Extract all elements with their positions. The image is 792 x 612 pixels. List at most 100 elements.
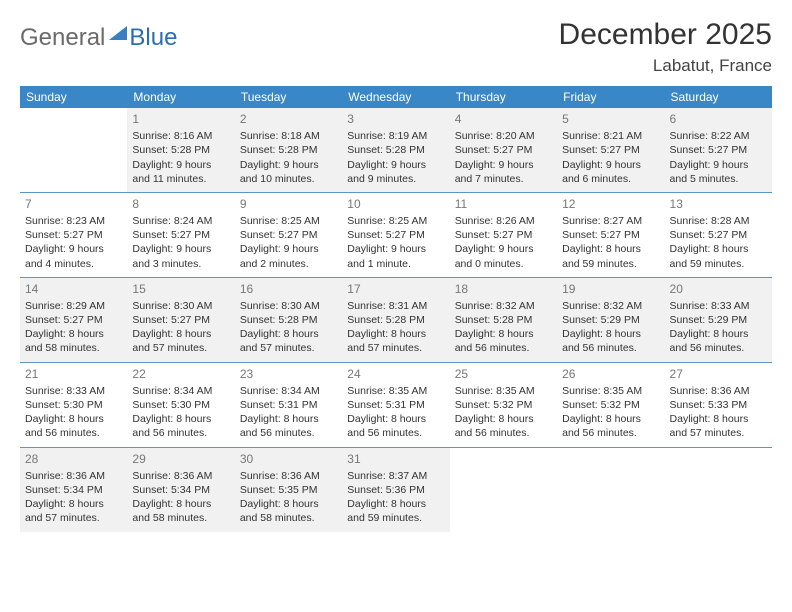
day-info-line: Daylight: 8 hours xyxy=(132,327,229,341)
day-number: 18 xyxy=(455,281,552,297)
day-info-line: Daylight: 8 hours xyxy=(25,497,122,511)
day-info-line: Sunrise: 8:32 AM xyxy=(455,299,552,313)
day-number: 23 xyxy=(240,366,337,382)
day-number: 4 xyxy=(455,111,552,127)
day-cell: 27Sunrise: 8:36 AMSunset: 5:33 PMDayligh… xyxy=(665,363,772,447)
day-cell: 1Sunrise: 8:16 AMSunset: 5:28 PMDaylight… xyxy=(127,108,234,192)
day-info-line: Sunset: 5:27 PM xyxy=(132,228,229,242)
day-info-line: and 56 minutes. xyxy=(562,341,659,355)
day-info-line: Sunset: 5:28 PM xyxy=(347,313,444,327)
day-info-line: Daylight: 8 hours xyxy=(240,327,337,341)
day-number: 28 xyxy=(25,451,122,467)
day-info-line: Sunrise: 8:19 AM xyxy=(347,129,444,143)
day-number: 22 xyxy=(132,366,229,382)
day-info-line: Sunrise: 8:32 AM xyxy=(562,299,659,313)
day-info-line: Daylight: 8 hours xyxy=(25,327,122,341)
day-cell: 12Sunrise: 8:27 AMSunset: 5:27 PMDayligh… xyxy=(557,193,664,277)
day-info-line: Daylight: 9 hours xyxy=(670,158,767,172)
day-info-line: Daylight: 9 hours xyxy=(25,242,122,256)
day-info-line: Daylight: 8 hours xyxy=(132,412,229,426)
day-info-line: Sunset: 5:30 PM xyxy=(132,398,229,412)
day-info-line: Daylight: 8 hours xyxy=(240,497,337,511)
day-info-line: and 56 minutes. xyxy=(455,341,552,355)
day-info-line: and 57 minutes. xyxy=(132,341,229,355)
day-number: 1 xyxy=(132,111,229,127)
day-info-line: and 58 minutes. xyxy=(240,511,337,525)
logo: General Blue xyxy=(20,24,177,52)
day-info-line: Daylight: 8 hours xyxy=(562,242,659,256)
day-info-line: Daylight: 8 hours xyxy=(562,412,659,426)
day-info-line: Sunrise: 8:35 AM xyxy=(347,384,444,398)
day-info-line: and 57 minutes. xyxy=(240,341,337,355)
day-cell: 11Sunrise: 8:26 AMSunset: 5:27 PMDayligh… xyxy=(450,193,557,277)
day-cell: 16Sunrise: 8:30 AMSunset: 5:28 PMDayligh… xyxy=(235,278,342,362)
weekday-header: Monday xyxy=(127,86,234,108)
day-info-line: Daylight: 9 hours xyxy=(347,158,444,172)
day-info-line: Daylight: 8 hours xyxy=(670,327,767,341)
day-info-line: Sunset: 5:27 PM xyxy=(455,143,552,157)
day-cell: 20Sunrise: 8:33 AMSunset: 5:29 PMDayligh… xyxy=(665,278,772,362)
day-info-line: Daylight: 8 hours xyxy=(132,497,229,511)
day-number: 31 xyxy=(347,451,444,467)
day-cell: 19Sunrise: 8:32 AMSunset: 5:29 PMDayligh… xyxy=(557,278,664,362)
day-info-line: Sunrise: 8:27 AM xyxy=(562,214,659,228)
location-label: Labatut, France xyxy=(559,56,772,76)
day-info-line: and 56 minutes. xyxy=(240,426,337,440)
day-info-line: Daylight: 8 hours xyxy=(25,412,122,426)
day-cell: 21Sunrise: 8:33 AMSunset: 5:30 PMDayligh… xyxy=(20,363,127,447)
day-number: 11 xyxy=(455,196,552,212)
day-info-line: Sunset: 5:27 PM xyxy=(132,313,229,327)
logo-text-blue: Blue xyxy=(129,24,177,52)
day-cell xyxy=(665,448,772,532)
day-cell: 8 Sunrise: 8:24 AMSunset: 5:27 PMDaylight… xyxy=(127,193,234,277)
day-number: 13 xyxy=(670,196,767,212)
day-info-line: Sunrise: 8:30 AM xyxy=(240,299,337,313)
week-row: 14Sunrise: 8:29 AMSunset: 5:27 PMDayligh… xyxy=(20,278,772,362)
day-cell: 3Sunrise: 8:19 AMSunset: 5:28 PMDaylight… xyxy=(342,108,449,192)
day-info-line: Sunrise: 8:34 AM xyxy=(240,384,337,398)
day-info-line: Daylight: 9 hours xyxy=(455,158,552,172)
day-cell: 18Sunrise: 8:32 AMSunset: 5:28 PMDayligh… xyxy=(450,278,557,362)
day-info-line: Sunset: 5:28 PM xyxy=(240,143,337,157)
day-info-line: Sunrise: 8:34 AM xyxy=(132,384,229,398)
day-info-line: Sunrise: 8:28 AM xyxy=(670,214,767,228)
day-info-line: Sunset: 5:27 PM xyxy=(670,228,767,242)
week-row: 1Sunrise: 8:16 AMSunset: 5:28 PMDaylight… xyxy=(20,108,772,192)
day-cell: 25Sunrise: 8:35 AMSunset: 5:32 PMDayligh… xyxy=(450,363,557,447)
day-info-line: Daylight: 9 hours xyxy=(132,242,229,256)
day-info-line: and 11 minutes. xyxy=(132,172,229,186)
day-info-line: Daylight: 9 hours xyxy=(562,158,659,172)
day-info-line: Sunrise: 8:37 AM xyxy=(347,469,444,483)
day-info-line: Sunrise: 8:24 AM xyxy=(132,214,229,228)
day-info-line: Sunset: 5:27 PM xyxy=(347,228,444,242)
day-cell: 29Sunrise: 8:36 AMSunset: 5:34 PMDayligh… xyxy=(127,448,234,532)
day-info-line: Sunset: 5:27 PM xyxy=(25,228,122,242)
day-info-line: Sunrise: 8:36 AM xyxy=(25,469,122,483)
day-info-line: Sunrise: 8:23 AM xyxy=(25,214,122,228)
title-block: December 2025 Labatut, France xyxy=(559,18,772,76)
day-number: 24 xyxy=(347,366,444,382)
day-info-line: Sunrise: 8:33 AM xyxy=(25,384,122,398)
day-number: 26 xyxy=(562,366,659,382)
day-info-line: Sunrise: 8:25 AM xyxy=(347,214,444,228)
day-number: 8 xyxy=(132,196,229,212)
day-cell: 31Sunrise: 8:37 AMSunset: 5:36 PMDayligh… xyxy=(342,448,449,532)
day-info-line: and 58 minutes. xyxy=(25,341,122,355)
weekday-header: Thursday xyxy=(450,86,557,108)
day-info-line: and 4 minutes. xyxy=(25,257,122,271)
week-row: 28Sunrise: 8:36 AMSunset: 5:34 PMDayligh… xyxy=(20,448,772,532)
day-info-line: and 57 minutes. xyxy=(25,511,122,525)
day-info-line: Sunrise: 8:25 AM xyxy=(240,214,337,228)
day-number: 25 xyxy=(455,366,552,382)
day-info-line: and 59 minutes. xyxy=(347,511,444,525)
weekday-header: Tuesday xyxy=(235,86,342,108)
day-info-line: Daylight: 9 hours xyxy=(132,158,229,172)
day-info-line: Sunrise: 8:31 AM xyxy=(347,299,444,313)
day-info-line: and 57 minutes. xyxy=(670,426,767,440)
day-info-line: Sunrise: 8:35 AM xyxy=(455,384,552,398)
day-number: 2 xyxy=(240,111,337,127)
day-info-line: Sunrise: 8:22 AM xyxy=(670,129,767,143)
day-cell: 2Sunrise: 8:18 AMSunset: 5:28 PMDaylight… xyxy=(235,108,342,192)
day-info-line: Sunset: 5:28 PM xyxy=(347,143,444,157)
day-info-line: Daylight: 8 hours xyxy=(455,412,552,426)
